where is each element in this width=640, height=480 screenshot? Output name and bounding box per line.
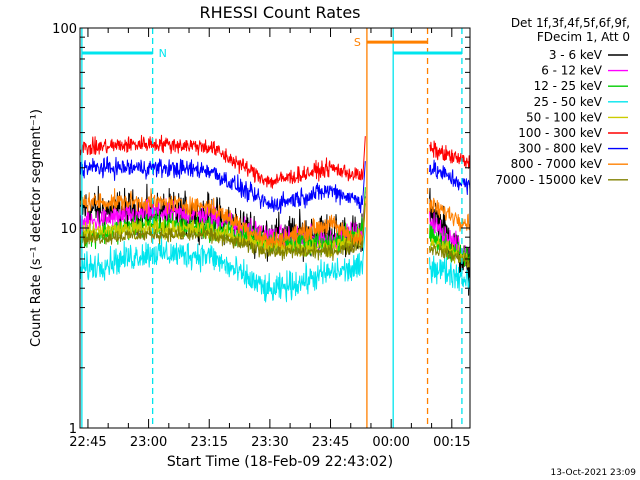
legend-label-0: 3 - 6 keV (549, 48, 603, 62)
series-line-5 (80, 134, 471, 189)
legend-label-7: 800 - 7000 keV (511, 157, 603, 171)
legend-label-6: 300 - 800 keV (518, 142, 602, 156)
flag-label-1: S (354, 36, 361, 49)
plot-area: N S 1 10 100 22:45 23:00 23:15 23:30 23:45 00:00… (52, 22, 470, 450)
legend-label-2: 12 - 25 keV (534, 79, 603, 93)
chart-title: RHESSI Count Rates (200, 3, 361, 22)
x-tick-label: 23:00 (130, 435, 167, 450)
x-axis-label: Start Time (18-Feb-09 22:43:02) (167, 454, 393, 470)
x-axis: 22:45 23:00 23:15 23:30 23:45 00:00 00:15 (69, 28, 471, 450)
x-tick-label: 00:00 (372, 435, 409, 450)
legend: Det 1f,3f,4f,5f,6f,9f, FDecim 1, Att 0 3… (495, 16, 630, 187)
x-tick-label: 00:15 (433, 435, 470, 450)
legend-header-line-2: FDecim 1, Att 0 (537, 30, 630, 44)
x-tick-label: 23:30 (251, 435, 288, 450)
x-tick-label: 22:45 (69, 435, 106, 450)
legend-label-8: 7000 - 15000 keV (495, 173, 602, 187)
series-line-6 (80, 156, 471, 214)
series-line-7 (80, 188, 471, 250)
x-tick-label: 23:15 (191, 435, 228, 450)
legend-label-1: 6 - 12 keV (541, 64, 603, 78)
y-tick-label: 1 (69, 422, 77, 437)
y-tick-label: 100 (52, 22, 77, 37)
y-axis-label: Count Rate (s⁻¹ detector segment⁻¹) (29, 109, 44, 347)
series-line-3 (80, 227, 471, 303)
legend-header-line-1: Det 1f,3f,4f,5f,6f,9f, (511, 16, 630, 30)
legend-label-3: 25 - 50 keV (534, 95, 603, 109)
y-axis: 1 10 100 (52, 22, 470, 437)
legend-label-5: 100 - 300 keV (518, 126, 602, 140)
x-tick-label: 23:45 (312, 435, 349, 450)
timestamp: 13-Oct-2021 23:09 (551, 468, 637, 478)
y-tick-label: 10 (60, 222, 77, 237)
legend-label-4: 50 - 100 keV (526, 110, 603, 124)
flag-label-0: N (159, 47, 167, 60)
series-line-8 (80, 203, 471, 267)
